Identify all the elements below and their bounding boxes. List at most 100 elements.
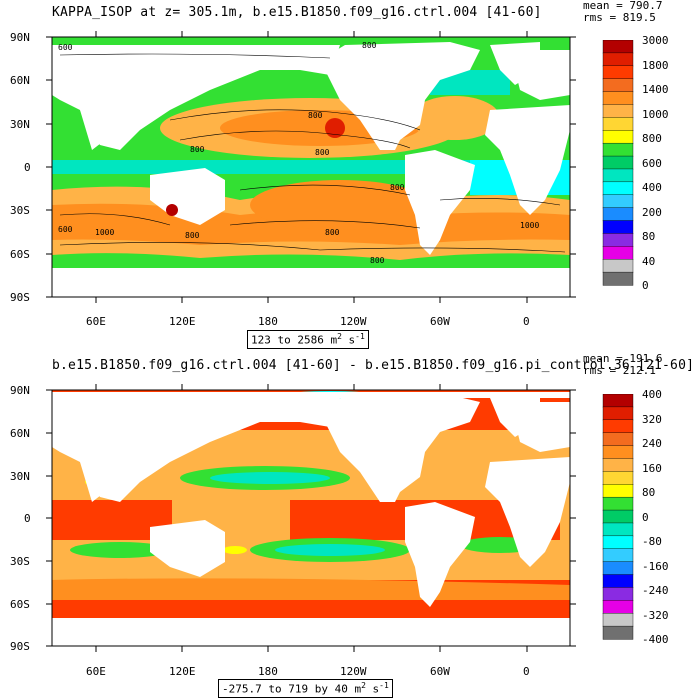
panel2-india	[80, 462, 110, 502]
colorbar-swatch	[602, 194, 634, 209]
lon-label: 60E	[86, 665, 106, 678]
colorbar-label: 80	[642, 230, 656, 243]
colorbar-swatch	[602, 65, 634, 80]
colorbar-swatch	[602, 220, 634, 235]
panel1-range-tail: s	[341, 333, 356, 347]
colorbar-swatch	[602, 613, 634, 627]
contour-label: 600	[58, 43, 73, 52]
panel2-antarctica	[52, 618, 570, 646]
colorbar-swatch	[602, 419, 634, 434]
lat-label: 0	[24, 161, 31, 174]
colorbar-swatch	[602, 587, 634, 601]
panel2-colorbar-labels: 400 320 240 160 80 0 -80 -160 -240 -320 -400	[642, 388, 700, 654]
lon-label: 120W	[340, 315, 367, 328]
panel1-colorbar	[602, 40, 634, 286]
panel1-south-america	[405, 150, 475, 255]
panel1-range-box: 123 to 2586 m2 s-1	[247, 330, 369, 349]
colorbar-swatch	[602, 496, 634, 511]
colorbar-swatch	[602, 458, 634, 472]
panel1-agulhas-max	[166, 204, 178, 216]
panel1-range-exp: 2	[337, 332, 342, 341]
contour-label: 800	[362, 41, 377, 50]
lat-label: 30N	[10, 470, 30, 483]
colorbar-label: 160	[642, 461, 662, 475]
lon-label: 0	[523, 315, 530, 328]
colorbar-label: 200	[642, 205, 662, 219]
colorbar-label: 800	[642, 132, 662, 145]
colorbar-swatch	[602, 155, 634, 170]
panel1-npacific-max	[325, 118, 345, 138]
colorbar-label: 400	[642, 181, 662, 194]
colorbar-label: 0	[642, 279, 649, 292]
panel1-africa	[485, 105, 570, 215]
panel2-range-text: -275.7 to 719 by 40 m	[222, 682, 362, 696]
panel1-eurasia	[52, 45, 340, 150]
colorbar-label: 40	[642, 254, 656, 268]
colorbar-label: 3000	[642, 34, 669, 47]
colorbar-swatch	[602, 471, 634, 485]
panel2-ticks	[46, 384, 576, 652]
colorbar-label: -320	[642, 608, 669, 622]
colorbar-label: 240	[642, 437, 662, 450]
lat-label: 30N	[10, 118, 30, 131]
colorbar-label: 600	[642, 156, 662, 170]
colorbar-label: 80	[642, 486, 656, 499]
colorbar-swatch	[602, 522, 634, 537]
panel2-mean: mean = 191.6	[583, 352, 663, 365]
colorbar-swatch	[602, 259, 634, 273]
colorbar-label: 1800	[642, 58, 669, 72]
panel2-range-box: -275.7 to 719 by 40 m2 s-1	[218, 679, 393, 698]
panel2-yellow-spot	[223, 546, 247, 554]
panel1-title: KAPPA_ISOP at z= 305.1m, b.e15.B1850.f09…	[52, 5, 542, 20]
colorbar-swatch	[602, 168, 634, 183]
lat-label: 30S	[10, 204, 30, 217]
panel2-north-america	[320, 395, 480, 502]
panel2-south-america	[405, 502, 475, 607]
lat-label: 60N	[10, 74, 30, 87]
lon-label: 60W	[430, 315, 450, 328]
contour-label: 800	[390, 183, 405, 192]
panel2-npacific-cyan	[210, 472, 330, 484]
panel1-colorbar-labels: 3000 1800 1400 1000 800 600 400 200 80 40 0	[642, 34, 700, 300]
colorbar-swatch	[602, 432, 634, 447]
colorbar-label: 320	[642, 412, 662, 426]
colorbar-label: 1400	[642, 83, 669, 96]
panel1-antarctica	[52, 268, 570, 297]
lon-label: 180	[258, 665, 278, 678]
panel1-spacific-gyre	[250, 180, 430, 230]
panel2-europe	[510, 402, 570, 452]
panel1-rms: rms = 819.5	[583, 11, 656, 24]
panel1-india	[80, 110, 110, 150]
contour-label: 1000	[95, 228, 114, 237]
contour-label: 800	[315, 148, 330, 157]
colorbar-swatch	[602, 574, 634, 589]
panel2-top-land	[52, 392, 570, 398]
panel2-colorbar	[602, 394, 634, 640]
contour-label: 800	[325, 228, 340, 237]
panel1-europe	[510, 50, 570, 100]
colorbar-label: -400	[642, 633, 669, 646]
panel2-title: b.e15.B1850.f09_g16.ctrl.004 [41-60] - b…	[52, 358, 695, 373]
colorbar-swatch	[602, 233, 634, 247]
lon-label: 60W	[430, 665, 450, 678]
panel2-eurasia	[52, 398, 340, 502]
panel2-map	[46, 384, 576, 652]
contour-label: 800	[185, 231, 200, 240]
contour-label: 800	[370, 256, 385, 265]
colorbar-swatch	[602, 548, 634, 563]
panel1-contours	[59, 53, 566, 253]
lat-label: 60N	[10, 427, 30, 440]
colorbar-swatch	[602, 561, 634, 576]
panel1-ticks	[46, 31, 576, 303]
colorbar-swatch	[602, 246, 634, 260]
colorbar-swatch	[602, 406, 634, 421]
colorbar-swatch	[602, 52, 634, 67]
colorbar-swatch	[602, 181, 634, 196]
panel2-range-exp: 2	[361, 681, 366, 690]
panel2-africa	[485, 457, 570, 567]
contour-label: 1000	[520, 221, 539, 230]
lat-label: 0	[24, 512, 31, 525]
colorbar-swatch	[602, 509, 634, 524]
panel2-range-exp2: -1	[379, 681, 389, 690]
contour-label: 600	[58, 225, 73, 234]
